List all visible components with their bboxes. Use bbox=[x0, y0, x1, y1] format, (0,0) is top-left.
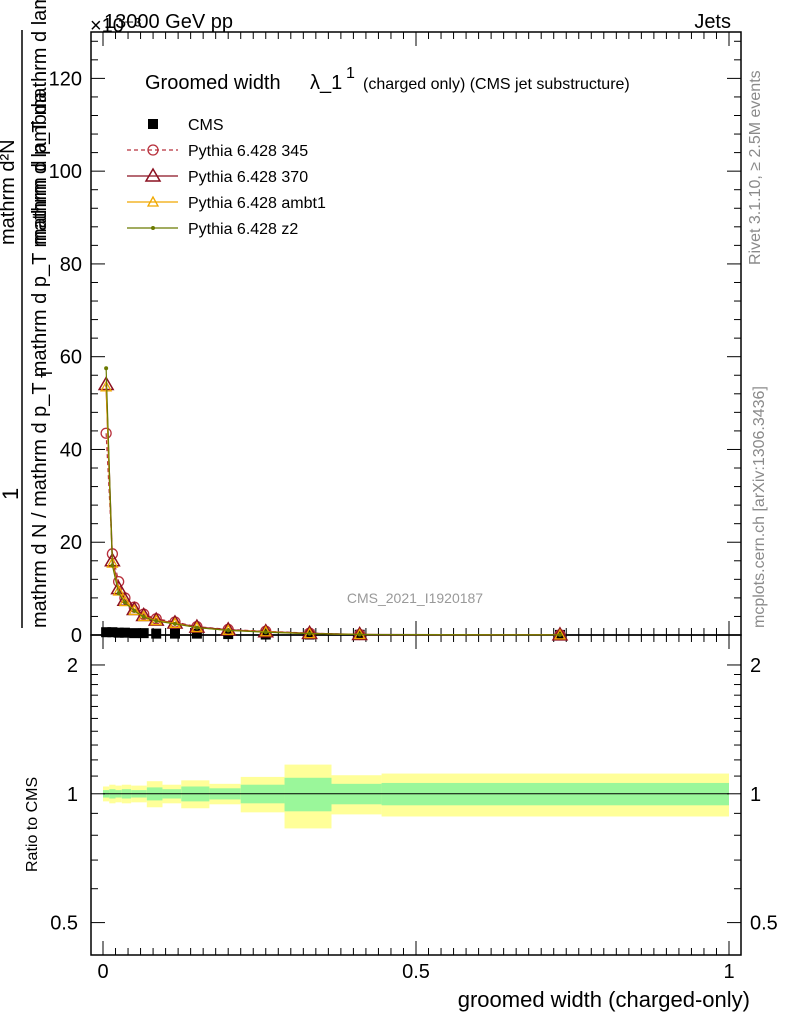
y-tick-label-main: 120 bbox=[49, 68, 82, 90]
legend-label-0: CMS bbox=[188, 117, 224, 134]
ylabel-top-dn: mathrm d p_T mathrm d lambda bbox=[29, 0, 51, 245]
title-tail: (charged only) (CMS jet substructure) bbox=[363, 76, 630, 93]
title-main: Groomed width bbox=[145, 72, 281, 94]
series-2-point-13 bbox=[551, 626, 569, 641]
series-0-point-8 bbox=[191, 628, 202, 639]
y-tick-label-ratio: 1 bbox=[67, 784, 78, 806]
ylabel-denominator: mathrm d N / mathrm d p_T mathrm d p_T m… bbox=[29, 91, 51, 628]
ratio-inner-band-10 bbox=[284, 777, 332, 812]
legend-label-1: Pythia 6.428 345 bbox=[188, 143, 308, 160]
legend-label-3: Pythia 6.428 ambt1 bbox=[188, 195, 326, 212]
ratio-ylabel: Ratio to CMS bbox=[24, 777, 41, 872]
y-tick-label-main: 40 bbox=[60, 439, 82, 461]
y-tick-label-ratio-right: 0.5 bbox=[750, 913, 778, 935]
exponent-label: ×10⁻³ bbox=[90, 15, 141, 37]
series-4-point-12 bbox=[357, 632, 362, 637]
y-tick-label-ratio-right: 1 bbox=[750, 784, 761, 806]
legend-marker-3 bbox=[146, 195, 160, 207]
legend-marker-2 bbox=[144, 167, 162, 182]
y-tick-label-main: 100 bbox=[49, 161, 82, 183]
y-tick-label-ratio-right: 2 bbox=[750, 655, 761, 677]
series-0-point-7 bbox=[169, 628, 180, 639]
series-line-4 bbox=[105, 368, 560, 636]
y-tick-label-main: 0 bbox=[71, 625, 82, 647]
y-tick-label-main: 80 bbox=[60, 254, 82, 276]
ylabel-numerator: 1 bbox=[0, 488, 23, 500]
series-line-1 bbox=[105, 433, 560, 636]
rivet-label: Rivet 3.1.10, ≥ 2.5M events bbox=[747, 70, 764, 265]
series-4-point-0 bbox=[104, 366, 109, 371]
series-4-point-7 bbox=[172, 621, 177, 626]
title-lambda: λ_1 bbox=[310, 72, 342, 94]
series-0-point-4 bbox=[129, 628, 140, 639]
series-4-point-11 bbox=[307, 631, 312, 636]
ratio-axis-ticks: 0 0.5 1 0.5 0.5 1 1 2 2 bbox=[50, 635, 778, 983]
series-3-point-0 bbox=[100, 380, 113, 392]
series-4-point-10 bbox=[263, 630, 268, 635]
series-3-point-4 bbox=[128, 604, 141, 616]
series-2-point-10 bbox=[257, 623, 275, 638]
series-4-point-8 bbox=[194, 625, 199, 630]
series-0-point-10 bbox=[260, 629, 271, 640]
ylabel-top: mathrm d²N bbox=[0, 139, 19, 245]
title-sup: 1 bbox=[346, 65, 355, 82]
mcplots-label: mcplots.cern.ch [arXiv:1306.3436] bbox=[751, 386, 768, 628]
y-tick-label-ratio: 2 bbox=[67, 655, 78, 677]
x-tick-label: 1 bbox=[723, 961, 734, 983]
y-tick-label-main: 20 bbox=[60, 532, 82, 554]
x-axis-label: groomed width (charged-only) bbox=[458, 987, 750, 1012]
series-line-2 bbox=[105, 384, 560, 636]
series-2-point-12 bbox=[351, 626, 368, 641]
series-4-point-2 bbox=[116, 591, 121, 596]
series-4-point-4 bbox=[132, 608, 137, 613]
watermark: CMS_2021_I1920187 bbox=[347, 590, 483, 606]
legend-marker-1 bbox=[147, 144, 159, 156]
y-tick-label-main: 60 bbox=[60, 347, 82, 369]
legend-marker-0 bbox=[148, 119, 158, 129]
series-0-point-1 bbox=[107, 627, 118, 638]
header-left: 13000 GeV pp bbox=[104, 11, 233, 33]
y-tick-label-ratio: 0.5 bbox=[50, 913, 78, 935]
series-0-point-6 bbox=[151, 628, 162, 639]
series-line-3 bbox=[105, 386, 560, 636]
series-0-point-2 bbox=[113, 627, 124, 638]
series-2-point-11 bbox=[301, 624, 318, 640]
series-4-point-3 bbox=[122, 600, 127, 605]
series-3-point-10 bbox=[259, 625, 272, 637]
series-1-point-0 bbox=[100, 427, 112, 439]
main-series-layer bbox=[97, 366, 569, 641]
series-4-point-5 bbox=[141, 614, 146, 619]
legend-marker-4 bbox=[151, 226, 155, 230]
ylabel-sub-t: T bbox=[39, 368, 56, 378]
series-3-point-3 bbox=[118, 595, 132, 607]
legend-label-4: Pythia 6.428 z2 bbox=[188, 221, 298, 238]
legend: CMS Pythia 6.428 345 Pythia 6.428 370 Pythi… bbox=[127, 117, 326, 238]
series-4-point-1 bbox=[110, 563, 115, 568]
series-0-point-5 bbox=[138, 628, 149, 639]
main-ylabel: 1 mathrm d²N mathrm d p_T mathrm d lambd… bbox=[0, 0, 56, 628]
x-tick-label: 0.5 bbox=[402, 961, 430, 983]
header-right: Jets bbox=[694, 11, 731, 33]
series-0-point-3 bbox=[119, 627, 130, 638]
series-0-point-0 bbox=[101, 627, 112, 638]
ratio-uncertainty-bands bbox=[103, 764, 729, 829]
main-axis-ticks: 0 20 40 60 80 100 120 bbox=[49, 32, 741, 647]
legend-label-2: Pythia 6.428 370 bbox=[188, 169, 308, 186]
series-4-point-13 bbox=[557, 632, 562, 637]
series-4-point-9 bbox=[226, 628, 231, 633]
series-4-point-6 bbox=[154, 619, 159, 624]
x-tick-label: 0 bbox=[97, 961, 108, 983]
